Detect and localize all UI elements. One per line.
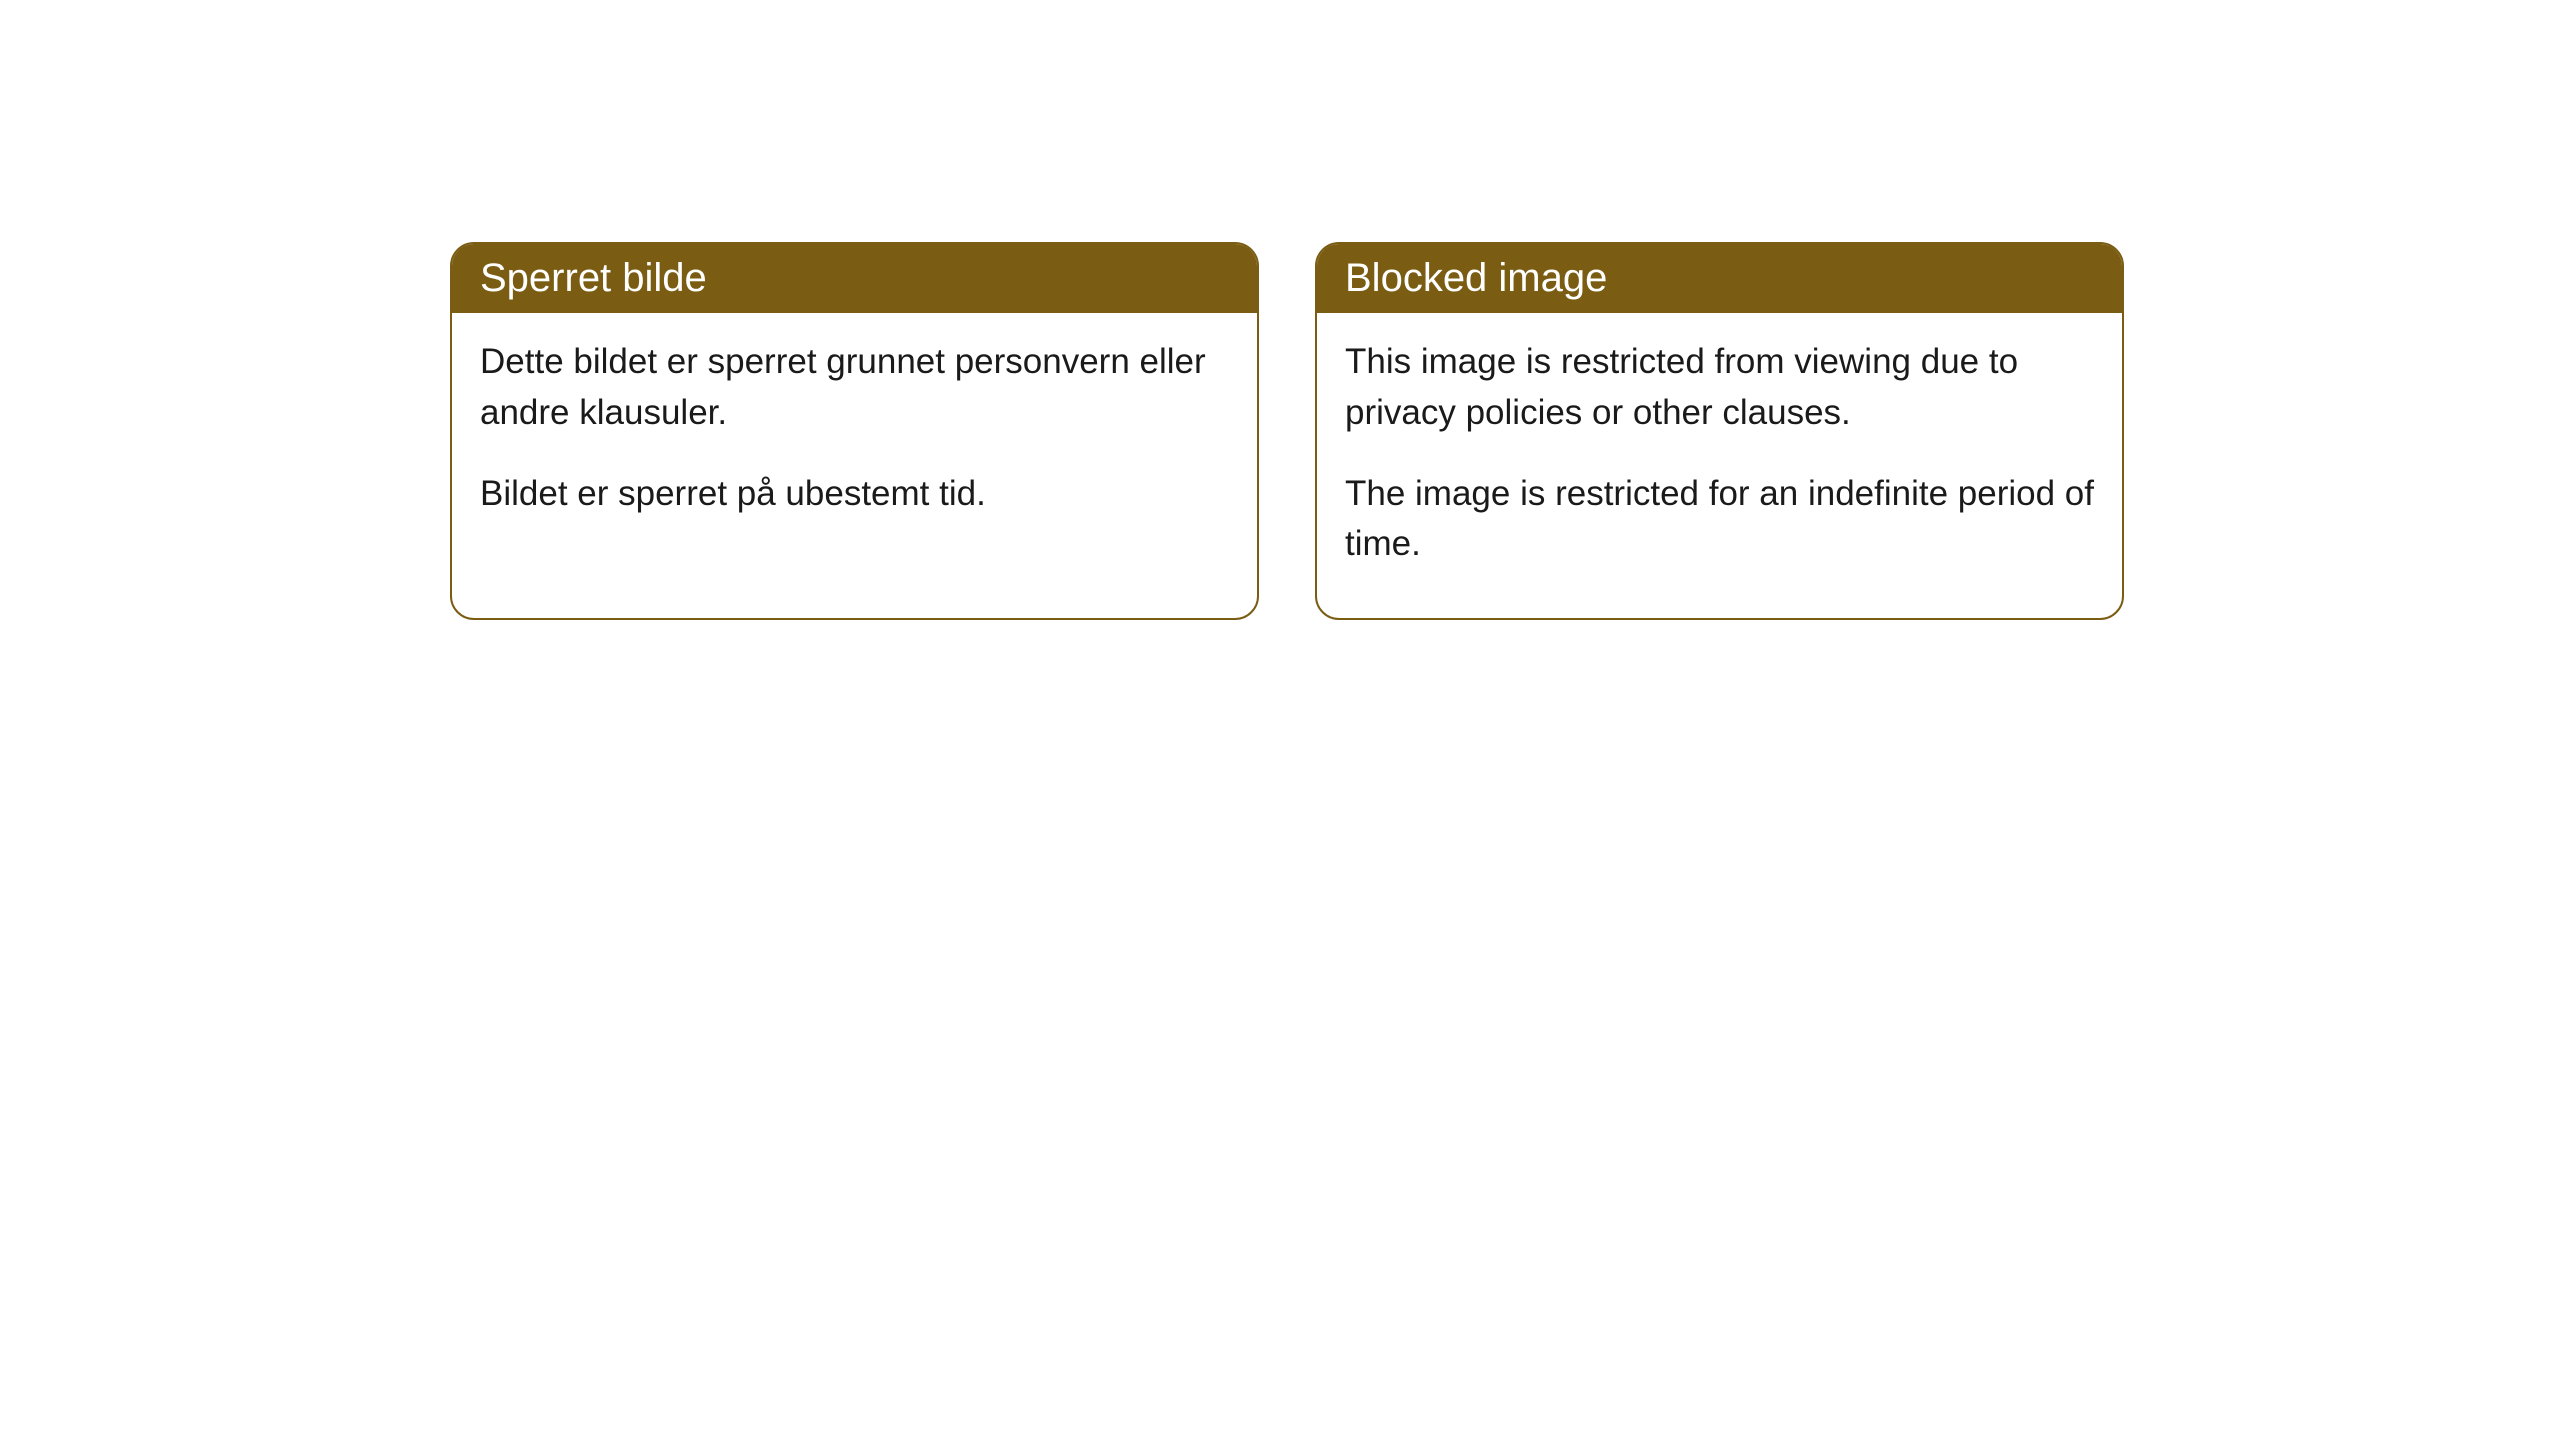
card-paragraph-2: The image is restricted for an indefinit… bbox=[1345, 469, 2094, 571]
card-body: This image is restricted from viewing du… bbox=[1317, 313, 2122, 618]
card-paragraph-2: Bildet er sperret på ubestemt tid. bbox=[480, 469, 1229, 520]
card-header: Sperret bilde bbox=[452, 244, 1257, 313]
card-body: Dette bildet er sperret grunnet personve… bbox=[452, 313, 1257, 567]
card-header: Blocked image bbox=[1317, 244, 2122, 313]
notice-card-norwegian: Sperret bilde Dette bildet er sperret gr… bbox=[450, 242, 1259, 620]
card-paragraph-1: Dette bildet er sperret grunnet personve… bbox=[480, 337, 1229, 439]
card-title: Blocked image bbox=[1345, 256, 1607, 300]
notice-container: Sperret bilde Dette bildet er sperret gr… bbox=[450, 242, 2124, 620]
card-title: Sperret bilde bbox=[480, 256, 707, 300]
card-paragraph-1: This image is restricted from viewing du… bbox=[1345, 337, 2094, 439]
notice-card-english: Blocked image This image is restricted f… bbox=[1315, 242, 2124, 620]
